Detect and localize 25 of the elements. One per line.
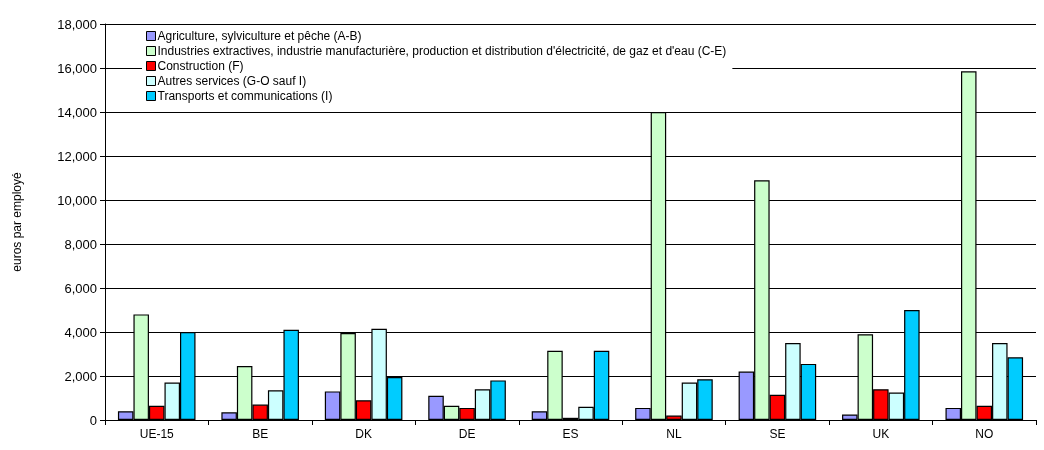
- y-axis-title: euros par employé: [10, 171, 24, 272]
- x-tick-label: DK: [355, 427, 372, 441]
- y-tick-label: 12,000: [57, 148, 97, 164]
- y-tick-label: 18,000: [57, 16, 97, 32]
- y-tick-label: 8,000: [64, 236, 97, 252]
- x-tick-label: DE: [458, 427, 476, 441]
- x-tick-label: UK: [872, 427, 890, 441]
- x-tick-label: NL: [666, 427, 682, 441]
- y-tick-label: 6,000: [64, 280, 97, 296]
- legend-label: Industries extractives, industrie manufacturière, production et distribution d'électricité, de gaz et d'eau (C-E): [157, 44, 727, 58]
- y-tick-label: 0: [89, 412, 97, 428]
- y-tick-label: 16,000: [57, 60, 97, 76]
- x-tick-label: NO: [975, 427, 994, 441]
- legend-label: Autres services (G-O sauf I): [157, 74, 307, 88]
- legend-label: Agriculture, sylviculture et pêche (A-B): [157, 29, 362, 43]
- y-tick-label: 2,000: [64, 368, 97, 384]
- x-tick-label: SE: [769, 427, 786, 441]
- x-tick-label: BE: [252, 427, 269, 441]
- x-tick-label: ES: [562, 427, 579, 441]
- legend-label: Transports et communications (I): [157, 89, 333, 103]
- x-tick-label: UE-15: [139, 427, 175, 441]
- y-tick-label: 4,000: [64, 324, 97, 340]
- y-tick-label: 14,000: [57, 104, 97, 120]
- legend-label: Construction (F): [157, 59, 244, 73]
- y-tick-label: 10,000: [57, 192, 97, 208]
